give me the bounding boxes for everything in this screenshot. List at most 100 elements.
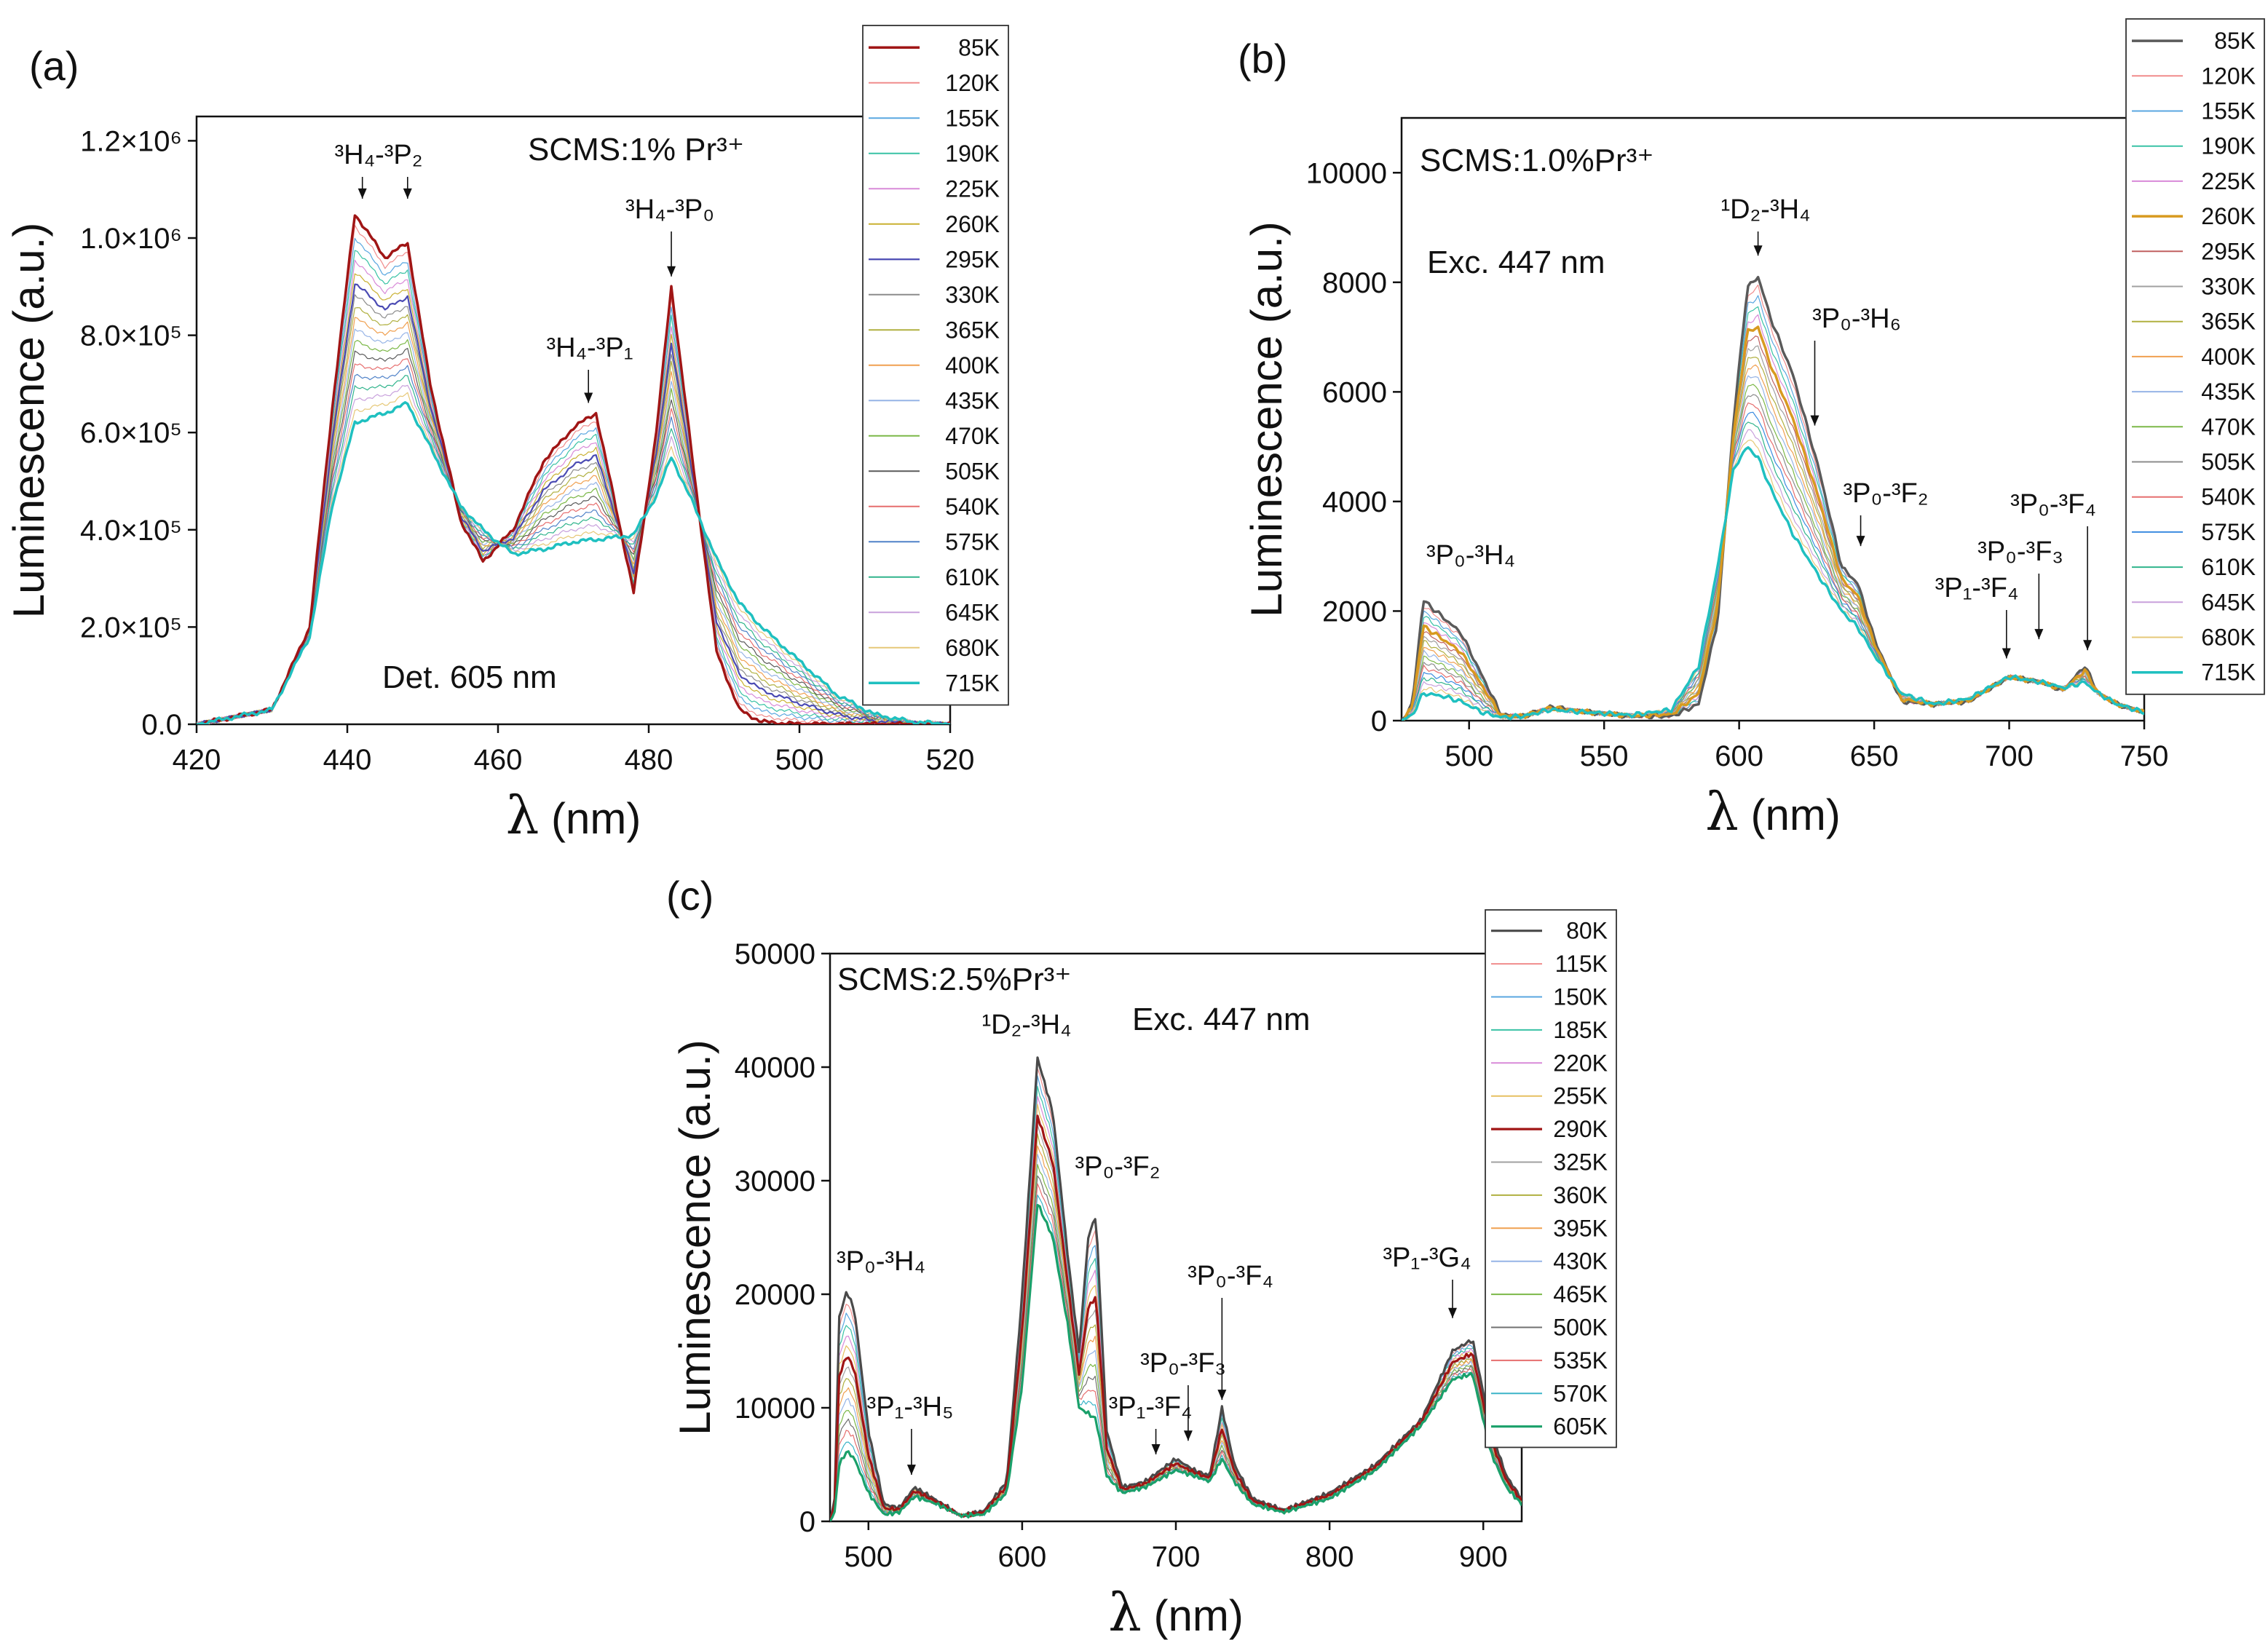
legend-entry-label: 470K bbox=[945, 423, 1000, 449]
legend-box bbox=[1485, 909, 1617, 1449]
legend-entry-label: 365K bbox=[945, 317, 1000, 343]
x-tick-label: 600 bbox=[1715, 740, 1763, 772]
legend-entry-label: 605K bbox=[1553, 1414, 1608, 1440]
x-tick-label: 520 bbox=[926, 744, 975, 776]
series-line-575K bbox=[197, 365, 950, 724]
transition-label: ³P₀-³H₆ bbox=[1812, 304, 1901, 334]
x-tick-label: 500 bbox=[775, 744, 824, 776]
transition-label: ¹D₂-³H₄ bbox=[1720, 194, 1810, 225]
y-tick-label: 40000 bbox=[735, 1052, 815, 1084]
transition-label: ³P₁-³H₅ bbox=[867, 1392, 954, 1422]
legend-entry-label: 80K bbox=[1566, 918, 1608, 944]
series-line-85K bbox=[197, 214, 950, 724]
x-tick-label: 900 bbox=[1459, 1541, 1508, 1573]
legend-entry-label: 680K bbox=[945, 635, 1000, 661]
series-line-435K bbox=[197, 328, 950, 724]
x-axis-title: λ (nm) bbox=[506, 785, 641, 846]
arrow-head bbox=[1183, 1430, 1193, 1441]
x-tick-label: 500 bbox=[1445, 740, 1493, 772]
wavelength-info-label: Det. 605 nm bbox=[382, 659, 557, 695]
series-line-80K bbox=[830, 1056, 1522, 1521]
y-tick-label: 6.0×10⁵ bbox=[80, 417, 182, 449]
series-group bbox=[1402, 275, 2144, 721]
arrow-head bbox=[1753, 245, 1763, 256]
arrow-head bbox=[2034, 629, 2044, 640]
x-tick-label: 550 bbox=[1580, 740, 1629, 772]
x-tick-label: 700 bbox=[1985, 740, 2034, 772]
panel-b: (b) 500 550 600 650 700 750 0 2000 4000 6000 8000 10… bbox=[1238, 18, 2265, 842]
transition-label: ³P₀-³F₃ bbox=[1140, 1348, 1226, 1379]
legend-entry-label: 325K bbox=[1553, 1149, 1608, 1176]
legend: 80K 115K 150K 185K 220K 255K 290K 325K 360K 395K 4… bbox=[1485, 909, 1617, 1449]
x-tick-label: 700 bbox=[1152, 1541, 1201, 1573]
transition-label: ³P₁-³G₄ bbox=[1383, 1243, 1471, 1273]
y-tick-label: 1.2×10⁶ bbox=[80, 125, 182, 157]
legend-entry-label: 85K bbox=[2214, 28, 2256, 54]
x-tick-label: 440 bbox=[323, 744, 372, 776]
legend-entry-label: 85K bbox=[958, 34, 1000, 60]
plot-frame bbox=[829, 952, 1523, 1523]
series-line-225K bbox=[197, 259, 950, 724]
x-tick-label: 600 bbox=[998, 1541, 1047, 1573]
y-tick-label: 0 bbox=[799, 1506, 815, 1538]
series-line-400K bbox=[197, 317, 950, 724]
legend-entry-label: 575K bbox=[945, 528, 1000, 555]
transition-label: ³H₄-³P₂ bbox=[334, 140, 422, 170]
legend-entry-label: 225K bbox=[945, 175, 1000, 202]
arrow-head bbox=[1810, 415, 1819, 426]
series-line-610K bbox=[197, 375, 950, 724]
series-line-610K bbox=[1402, 421, 2144, 721]
y-axis-title: Luminescence (a.u.) bbox=[1242, 221, 1291, 617]
transition-label: ³P₀-³F₄ bbox=[1188, 1261, 1273, 1291]
series-line-120K bbox=[197, 224, 950, 724]
legend-entry-label: 645K bbox=[945, 599, 1000, 625]
legend-entry-label: 400K bbox=[2201, 344, 2256, 370]
arrow-head bbox=[1856, 536, 1865, 547]
y-axis-title: Luminescence (a.u.) bbox=[671, 1039, 719, 1435]
y-tick-label: 2000 bbox=[1322, 595, 1387, 627]
series-line-185K bbox=[830, 1085, 1522, 1521]
sample-composition-label: SCMS:1.0%Pr³⁺ bbox=[1420, 143, 1654, 178]
series-line-150K bbox=[830, 1075, 1522, 1521]
legend-entry-label: 680K bbox=[2201, 625, 2256, 651]
y-tick-label: 0.0 bbox=[141, 709, 182, 741]
series-line-295K bbox=[1402, 336, 2144, 721]
series-line-290K bbox=[830, 1114, 1522, 1521]
y-tick-label: 8000 bbox=[1322, 267, 1387, 299]
arrow-head bbox=[357, 188, 367, 199]
y-axis-title: Luminescence (a.u.) bbox=[4, 223, 53, 619]
y-tick-label: 6000 bbox=[1322, 376, 1387, 408]
y-tick-label: 50000 bbox=[735, 938, 815, 970]
legend-entry-label: 570K bbox=[1553, 1380, 1608, 1406]
legend-entry-label: 115K bbox=[1555, 951, 1608, 977]
y-tick-label: 20000 bbox=[735, 1279, 815, 1311]
transition-label: ³P₀-³H₄ bbox=[1426, 540, 1515, 571]
series-line-645K bbox=[197, 384, 950, 724]
series-line-260K bbox=[1402, 325, 2144, 721]
arrow-head bbox=[2083, 640, 2093, 651]
transition-label: ³P₁-³F₄ bbox=[1109, 1392, 1193, 1422]
sample-composition-label: SCMS:1% Pr³⁺ bbox=[528, 132, 744, 167]
x-tick-label: 420 bbox=[173, 744, 221, 776]
y-tick-label: 10000 bbox=[1306, 157, 1387, 189]
x-tick-label: 460 bbox=[474, 744, 523, 776]
legend-entry-label: 290K bbox=[1553, 1116, 1608, 1142]
panel-label: (c) bbox=[666, 873, 714, 919]
legend-entry-label: 500K bbox=[1553, 1315, 1608, 1341]
x-tick-label: 750 bbox=[2120, 740, 2169, 772]
legend-entry-label: 505K bbox=[945, 458, 1000, 484]
x-axis-title: λ (nm) bbox=[1108, 1582, 1244, 1640]
y-tick-label: 1.0×10⁶ bbox=[80, 223, 182, 255]
series-line-680K bbox=[197, 392, 950, 724]
series-line-715K bbox=[197, 401, 950, 724]
legend-entry-label: 260K bbox=[2201, 203, 2256, 229]
sample-composition-label: SCMS:2.5%Pr³⁺ bbox=[837, 962, 1072, 997]
series-line-680K bbox=[1402, 439, 2144, 720]
legend-entry-label: 470K bbox=[2201, 413, 2256, 440]
transition-label: ³H₄-³P₁ bbox=[546, 333, 633, 363]
legend-entry-label: 260K bbox=[945, 211, 1000, 237]
wavelength-info-label: Exc. 447 nm bbox=[1427, 245, 1605, 280]
y-tick-label: 0 bbox=[1371, 705, 1387, 737]
legend-entry-label: 120K bbox=[945, 70, 1000, 96]
